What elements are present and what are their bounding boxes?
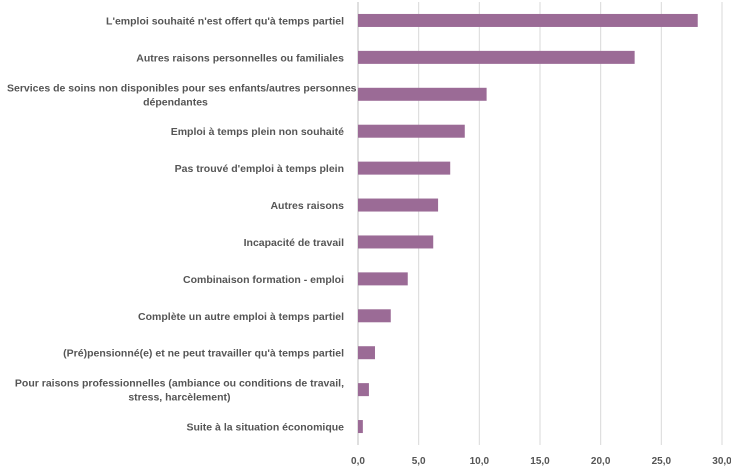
bar (358, 346, 375, 360)
x-tick-label: 20,0 (591, 456, 611, 467)
bar (358, 235, 434, 249)
gridlines (357, 2, 723, 445)
x-tick-label: 30,0 (712, 456, 731, 467)
category-label: Autres raisons personnelles ou familiale… (136, 52, 344, 64)
bar (358, 50, 635, 64)
x-axis-ticks: 0,0 5,0 10,0 15,0 20,0 25,0 30,0 (351, 456, 731, 467)
bar (358, 420, 363, 434)
x-tick-label: 0,0 (351, 456, 365, 467)
category-label: Pas trouvé d'emploi à temps plein (175, 163, 344, 175)
x-tick-label: 15,0 (530, 456, 550, 467)
category-label: L'emploi souhaité n'est offert qu'à temp… (106, 15, 344, 27)
category-label: Emploi à temps plein non souhaité (171, 126, 344, 138)
category-label: Autres raisons (270, 200, 344, 212)
bar (358, 161, 451, 175)
category-label: (Pré)pensionné(e) et ne peut travailler … (63, 348, 344, 360)
category-labels: L'emploi souhaité n'est offert qu'à temp… (7, 15, 357, 433)
bar (358, 309, 391, 323)
x-tick-label: 5,0 (412, 456, 426, 467)
x-tick-label: 25,0 (652, 456, 672, 467)
category-label: Complète un autre emploi à temps partiel (138, 311, 344, 323)
bar (358, 383, 369, 397)
category-label: Combinaison formation - emploi (183, 274, 344, 286)
bar (358, 13, 698, 27)
category-label: Suite à la situation économique (186, 422, 344, 434)
category-label: Incapacité de travail (244, 237, 344, 249)
category-label: Pour raisons professionnelles (ambiance … (15, 378, 344, 404)
bar (358, 124, 465, 138)
bar (358, 272, 408, 286)
bars (358, 13, 698, 434)
bar (358, 198, 439, 212)
category-label: Services de soins non disponibles pour s… (7, 82, 357, 108)
x-tick-label: 10,0 (470, 456, 490, 467)
bar (358, 87, 487, 101)
